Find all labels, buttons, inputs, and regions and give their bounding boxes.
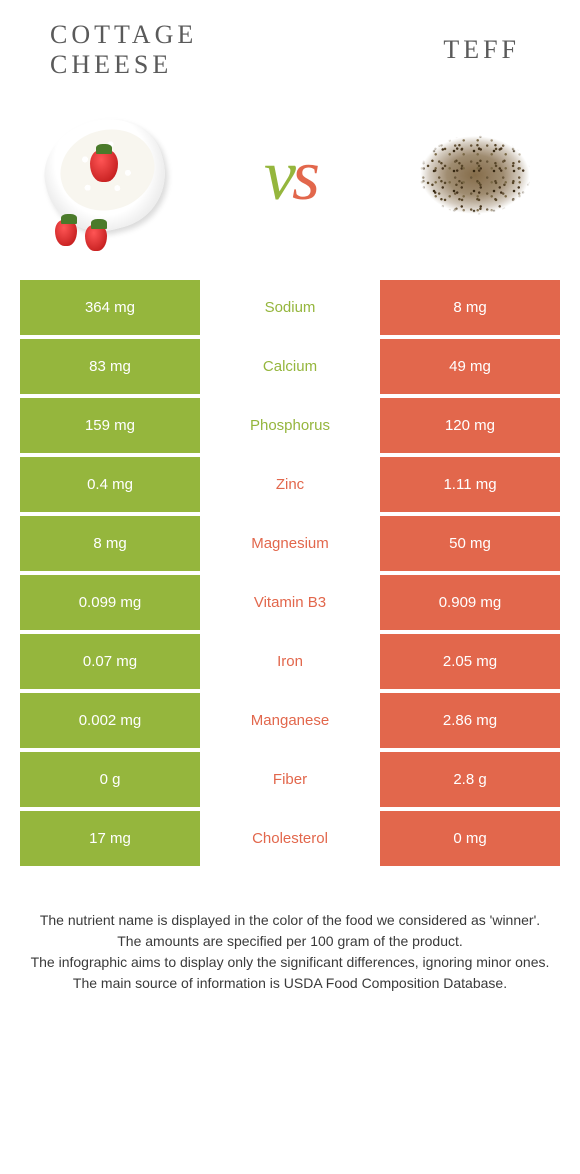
- cell-right-value: 50 mg: [380, 516, 560, 571]
- cell-nutrient-name: Calcium: [200, 339, 380, 394]
- table-row: 0.099 mgVitamin B30.909 mg: [20, 575, 560, 630]
- table-row: 17 mgCholesterol0 mg: [20, 811, 560, 866]
- food-title-right: Teff: [350, 35, 550, 65]
- cell-nutrient-name: Sodium: [200, 280, 380, 335]
- table-row: 0.002 mgManganese2.86 mg: [20, 693, 560, 748]
- header: Cottage cheese Teff: [0, 0, 580, 80]
- cell-left-value: 0.07 mg: [20, 634, 200, 689]
- cell-left-value: 0.099 mg: [20, 575, 200, 630]
- cell-right-value: 1.11 mg: [380, 457, 560, 512]
- cell-right-value: 2.8 g: [380, 752, 560, 807]
- cell-nutrient-name: Zinc: [200, 457, 380, 512]
- cell-nutrient-name: Iron: [200, 634, 380, 689]
- footer-line: The amounts are specified per 100 gram o…: [30, 931, 550, 952]
- cell-right-value: 0.909 mg: [380, 575, 560, 630]
- table-row: 0.4 mgZinc1.11 mg: [20, 457, 560, 512]
- table-row: 364 mgSodium8 mg: [20, 280, 560, 335]
- cell-right-value: 49 mg: [380, 339, 560, 394]
- table-row: 83 mgCalcium49 mg: [20, 339, 560, 394]
- cell-right-value: 2.05 mg: [380, 634, 560, 689]
- cell-left-value: 0.4 mg: [20, 457, 200, 512]
- cell-left-value: 8 mg: [20, 516, 200, 571]
- cell-right-value: 8 mg: [380, 280, 560, 335]
- cell-nutrient-name: Magnesium: [200, 516, 380, 571]
- cell-right-value: 0 mg: [380, 811, 560, 866]
- cell-left-value: 17 mg: [20, 811, 200, 866]
- cell-right-value: 120 mg: [380, 398, 560, 453]
- images-row: vs: [0, 80, 580, 280]
- footer-line: The infographic aims to display only the…: [30, 952, 550, 973]
- table-row: 0.07 mgIron2.05 mg: [20, 634, 560, 689]
- footer-notes: The nutrient name is displayed in the co…: [0, 870, 580, 994]
- table-row: 159 mgPhosphorus120 mg: [20, 398, 560, 453]
- cell-nutrient-name: Vitamin B3: [200, 575, 380, 630]
- cell-nutrient-name: Manganese: [200, 693, 380, 748]
- cell-left-value: 83 mg: [20, 339, 200, 394]
- cell-left-value: 0 g: [20, 752, 200, 807]
- vs-s: s: [292, 135, 316, 215]
- food-title-left: Cottage cheese: [30, 20, 250, 80]
- food-image-right: [390, 90, 560, 260]
- table-row: 0 gFiber2.8 g: [20, 752, 560, 807]
- vs-v: v: [264, 135, 292, 215]
- cell-left-value: 0.002 mg: [20, 693, 200, 748]
- footer-line: The main source of information is USDA F…: [30, 973, 550, 994]
- cell-nutrient-name: Phosphorus: [200, 398, 380, 453]
- food-image-left: [20, 90, 190, 260]
- table-row: 8 mgMagnesium50 mg: [20, 516, 560, 571]
- comparison-table: 364 mgSodium8 mg83 mgCalcium49 mg159 mgP…: [0, 280, 580, 866]
- cell-right-value: 2.86 mg: [380, 693, 560, 748]
- cell-left-value: 364 mg: [20, 280, 200, 335]
- vs-label: vs: [264, 134, 316, 217]
- cell-nutrient-name: Fiber: [200, 752, 380, 807]
- cell-left-value: 159 mg: [20, 398, 200, 453]
- cell-nutrient-name: Cholesterol: [200, 811, 380, 866]
- footer-line: The nutrient name is displayed in the co…: [30, 910, 550, 931]
